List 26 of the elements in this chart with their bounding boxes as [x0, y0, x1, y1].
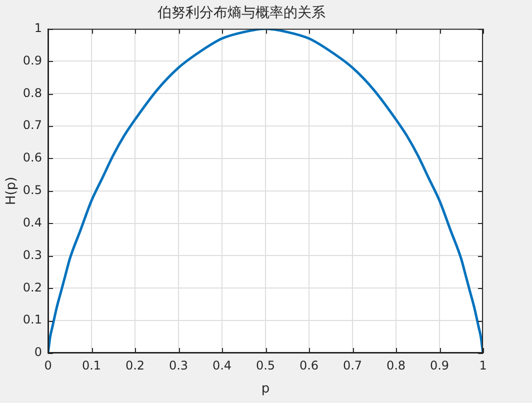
x-tick-label: 0.9	[430, 358, 450, 372]
x-axis-title: p	[261, 382, 270, 397]
x-tick-label: 0.5	[256, 358, 276, 372]
x-tick-label: 0.6	[299, 358, 319, 372]
y-tick-label: 0.5	[22, 183, 42, 198]
x-tick-label: 1	[479, 358, 487, 372]
y-tick-label: 0	[34, 345, 42, 360]
y-tick-label: 0.6	[22, 150, 42, 165]
line-series	[48, 28, 483, 353]
y-tick-label: 0.2	[22, 280, 42, 294]
y-tick-label: 0.7	[22, 118, 42, 132]
x-tick-label: 0.3	[168, 358, 188, 372]
x-tick-label: 0.4	[212, 358, 232, 372]
y-tick-label: 0.3	[22, 248, 42, 262]
y-tick-label: 0.9	[22, 53, 42, 68]
y-axis-title: H(p)	[4, 176, 20, 205]
y-tick-label: 1	[34, 20, 42, 35]
x-tick-label: 0.7	[342, 358, 362, 372]
x-tick-label: 0	[44, 358, 52, 372]
x-tick-label: 0.2	[125, 358, 145, 372]
x-tick-label: 0.8	[386, 358, 406, 372]
y-tick-label: 0.1	[22, 312, 42, 327]
chart-title: 伯努利分布熵与概率的关系	[156, 5, 326, 22]
y-tick-label: 0.4	[22, 215, 42, 230]
x-tick-label: 0.1	[82, 358, 102, 372]
y-tick-label: 0.8	[22, 86, 42, 100]
